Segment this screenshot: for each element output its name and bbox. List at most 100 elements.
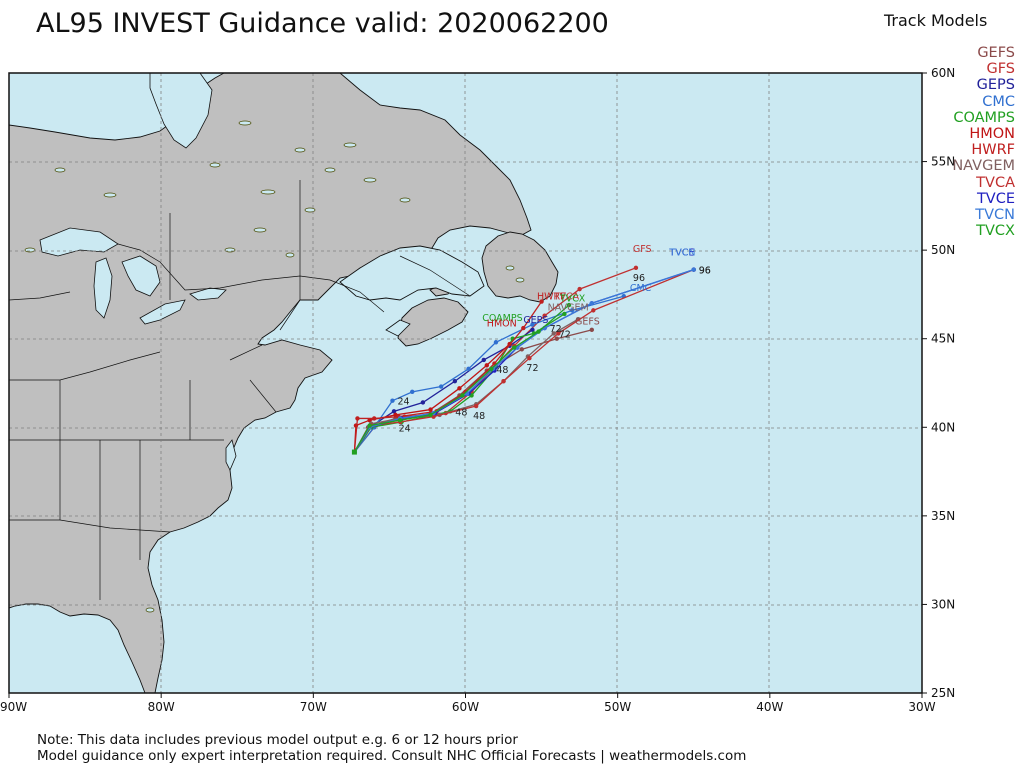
chesapeake-bay	[225, 439, 237, 471]
track-label-tvca: TVCA	[553, 292, 580, 303]
forecast-hour-label: 48	[496, 365, 508, 376]
track-point	[519, 347, 525, 352]
track-label-tvce: TVCE	[668, 247, 694, 258]
track-point	[511, 345, 517, 350]
track-point	[355, 416, 360, 421]
legend-item-hwrf: HWRF	[971, 142, 1015, 159]
track-point	[438, 384, 444, 389]
legend-item-hmon: HMON	[969, 126, 1015, 143]
legend-item-coamps: COAMPS	[953, 109, 1015, 126]
track-point	[521, 325, 526, 331]
track-point	[530, 322, 535, 327]
track-line-tvca	[353, 269, 694, 453]
footer: Note: This data includes previous model …	[37, 732, 746, 764]
lat-tick-label: 55N	[931, 155, 955, 169]
land-newfoundland	[481, 231, 559, 303]
track-point	[428, 412, 433, 418]
track-point	[589, 301, 594, 306]
lat-tick-label: 45N	[931, 332, 955, 346]
lon-tick-label: 50W	[604, 700, 631, 714]
track-point	[562, 311, 567, 317]
track-point	[372, 416, 377, 421]
track-point	[569, 308, 575, 313]
track-point	[501, 379, 506, 384]
track-point	[577, 286, 582, 292]
lat-tick-label: 60N	[931, 66, 955, 80]
track-point	[473, 403, 479, 409]
track-label-hmon: HMON	[487, 318, 517, 329]
track-label-hwrf: HWRF	[537, 292, 566, 303]
lat-tick-label: 30N	[931, 597, 955, 611]
track-point	[367, 418, 372, 423]
track-point	[460, 393, 465, 398]
track-label-coamps: COAMPS	[482, 313, 522, 324]
track-point	[391, 409, 397, 414]
track-point	[554, 336, 559, 341]
footer-note: Note: This data includes previous model …	[37, 732, 518, 748]
track-point	[489, 366, 494, 372]
legend-item-geps: GEPS	[976, 77, 1015, 94]
forecast-hour-label: 48	[455, 407, 467, 418]
lon-tick-label: 60W	[452, 700, 479, 714]
legend-item-gfs: GFS	[986, 61, 1015, 78]
track-label-gfs: GFS	[633, 244, 652, 255]
footer-disclaimer: Model guidance only expert interpretatio…	[37, 748, 747, 764]
track-point	[633, 265, 639, 271]
legend-title: Track Models	[884, 11, 988, 30]
track-point	[428, 407, 433, 412]
track-point	[566, 302, 572, 308]
legend: GEFS GFS GEPS CMC COAMPS HMON HWRF NAVGEM TVCA TV…	[952, 45, 1015, 239]
track-label-tvcn: TVCN	[668, 247, 695, 258]
lon-tick-label: 30W	[908, 700, 935, 714]
track-point	[551, 331, 556, 336]
track-point	[591, 308, 596, 313]
bay-of-fundy	[385, 319, 411, 337]
track-point	[530, 327, 535, 333]
tracks-layer	[351, 265, 696, 455]
storm-origin-marker	[351, 449, 357, 455]
lon-tick-label: 40W	[756, 700, 783, 714]
lon-tick-label: 70W	[300, 700, 327, 714]
track-point	[367, 423, 372, 428]
lake-superior	[39, 227, 119, 257]
track-label-gefs: GEFS	[575, 317, 600, 328]
legend-item-tvca: TVCA	[976, 174, 1015, 191]
lat-tick-label: 40N	[931, 420, 955, 434]
track-point	[457, 386, 462, 391]
legend-item-tvce: TVCE	[976, 190, 1015, 207]
track-point	[589, 327, 594, 333]
legend-item-navgem: NAVGEM	[952, 158, 1015, 175]
forecast-hour-label: 24	[397, 397, 409, 408]
track-point	[390, 398, 395, 403]
lat-tick-label: 35N	[931, 509, 955, 523]
track-point	[556, 331, 561, 336]
page-title: AL95 INVEST Guidance valid: 2020062200	[36, 8, 609, 39]
land-nova-scotia	[397, 297, 469, 347]
track-point	[452, 379, 458, 384]
political-borders	[9, 180, 471, 600]
lake-huron	[121, 255, 161, 297]
track-point	[420, 400, 426, 405]
lat-tick-label: 50N	[931, 243, 955, 257]
legend-item-tvcx: TVCX	[976, 223, 1015, 240]
forecast-hour-label: 96	[699, 266, 711, 277]
track-label-tvcx: TVCX	[559, 294, 586, 305]
gulf-st-lawrence	[339, 245, 485, 301]
lon-tick-label: 90W	[0, 700, 27, 714]
track-point	[542, 313, 547, 318]
track-point	[481, 357, 486, 363]
track-point	[397, 418, 403, 423]
track-point	[527, 356, 532, 361]
track-line-hmon	[353, 343, 511, 453]
track-point	[484, 363, 490, 368]
graticule	[9, 73, 922, 693]
track-point	[536, 329, 541, 334]
lake-erie	[139, 299, 186, 325]
track-point	[410, 389, 415, 395]
forecast-hour-label: 72	[550, 324, 562, 335]
track-point	[466, 366, 471, 372]
lon-tick-label: 80W	[148, 700, 175, 714]
track-label-cmc: CMC	[630, 283, 652, 294]
forecast-hour-label: 72	[559, 329, 571, 340]
small-lakes	[24, 120, 525, 613]
